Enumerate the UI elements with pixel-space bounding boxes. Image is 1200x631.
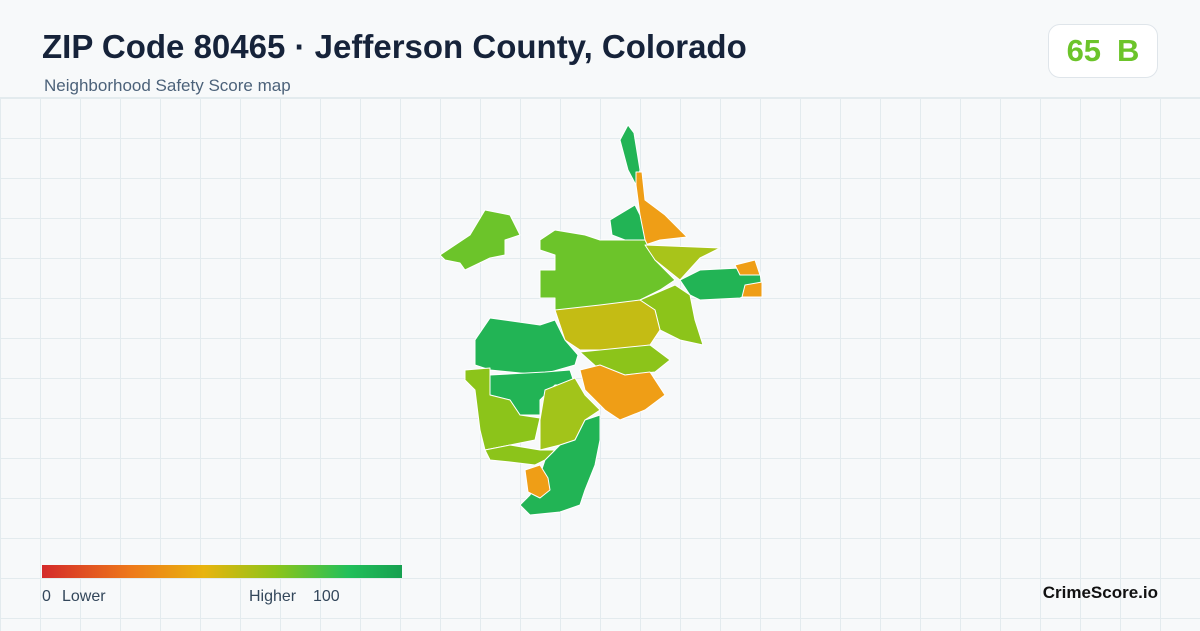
legend-max: 100 xyxy=(313,588,340,605)
score-value: 65 xyxy=(1066,33,1102,68)
brand: CrimeScore.io xyxy=(1042,583,1158,602)
header: ZIP Code 80465 · Jefferson County, Color… xyxy=(0,0,1200,97)
legend-min: 0 xyxy=(42,588,51,605)
region xyxy=(524,464,551,499)
title: ZIP Code 80465 · Jefferson County, Color… xyxy=(42,28,747,65)
score-grade: B xyxy=(1117,33,1140,68)
legend-max-label: Higher xyxy=(249,588,297,605)
legend-gradient xyxy=(42,565,402,578)
region xyxy=(439,209,521,271)
region xyxy=(635,171,688,246)
region xyxy=(464,367,541,451)
region xyxy=(741,281,763,298)
subtitle: Neighborhood Safety Score map xyxy=(44,76,291,95)
region xyxy=(734,259,761,276)
legend-min-label: Lower xyxy=(62,588,106,605)
score-badge: 65 B xyxy=(1048,24,1158,78)
region xyxy=(644,244,721,281)
region xyxy=(554,299,661,351)
region xyxy=(579,364,666,421)
region xyxy=(484,444,556,466)
